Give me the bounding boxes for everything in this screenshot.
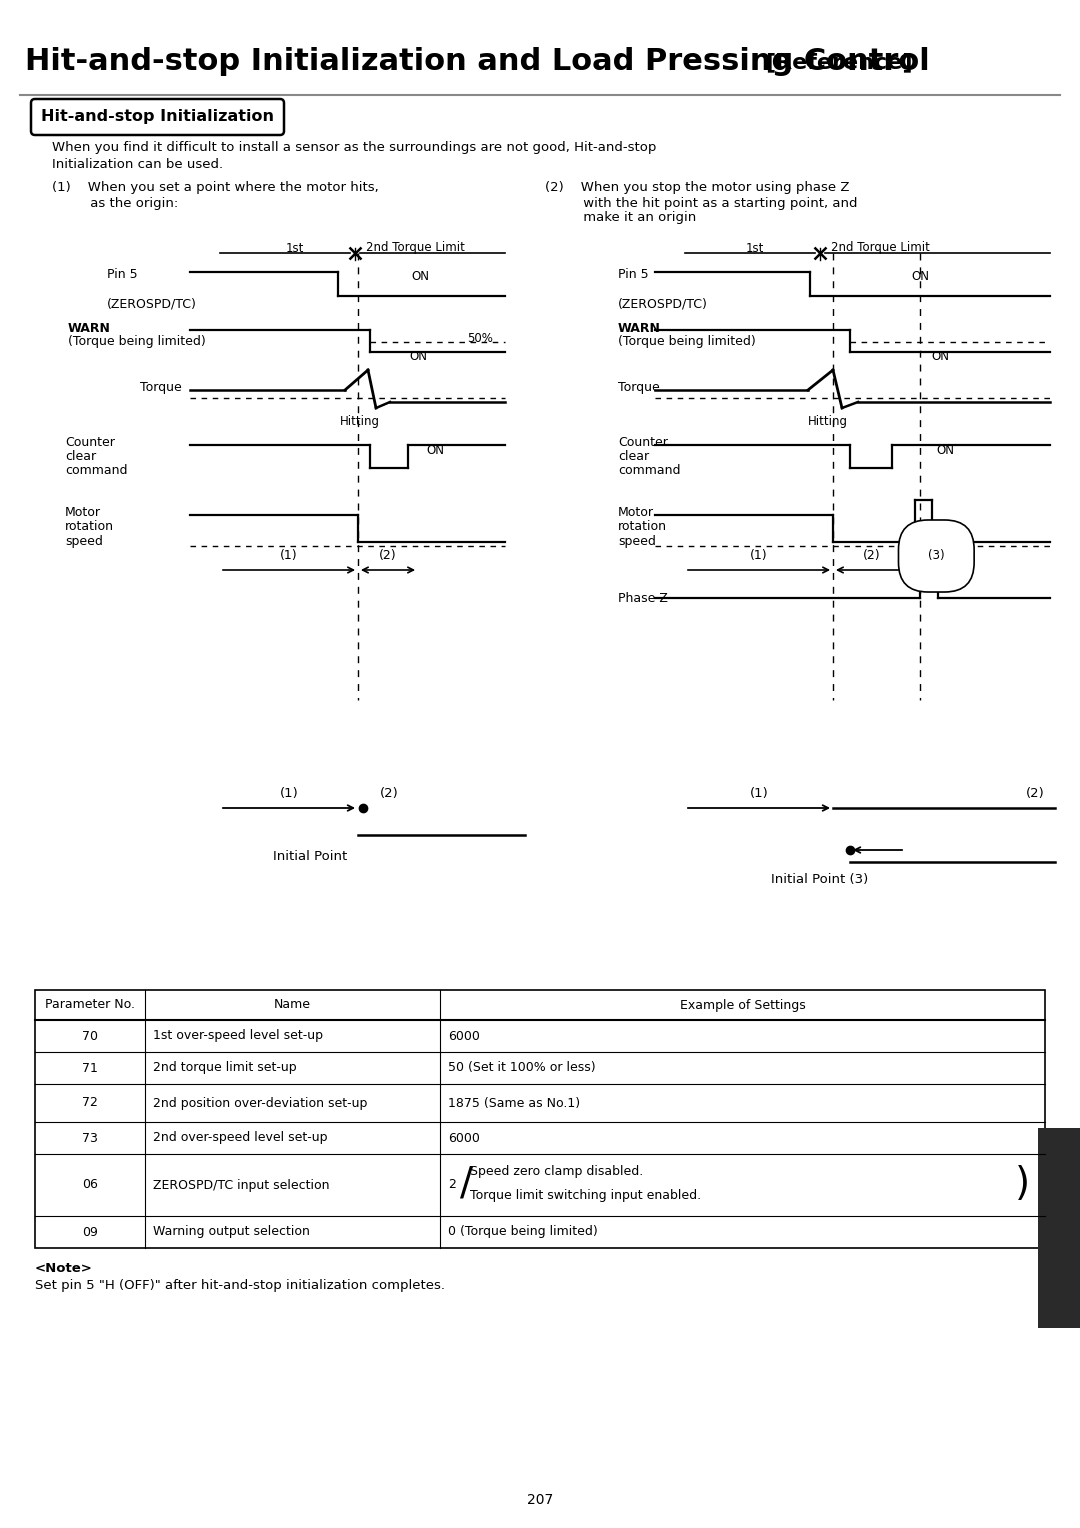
Text: (2): (2): [379, 550, 396, 562]
Text: /: /: [460, 1164, 473, 1203]
Text: Pin 5: Pin 5: [107, 269, 137, 281]
Text: 6000: 6000: [448, 1030, 480, 1042]
Text: 0 (Torque being limited): 0 (Torque being limited): [448, 1225, 597, 1239]
Text: <Note>: <Note>: [35, 1262, 93, 1274]
Text: Hit-and-stop Initialization: Hit-and-stop Initialization: [41, 110, 274, 124]
Text: Torque: Torque: [618, 382, 660, 394]
Text: (2): (2): [1026, 787, 1045, 801]
Text: (ZEROSPD/TC): (ZEROSPD/TC): [107, 298, 197, 310]
Text: 207: 207: [527, 1493, 553, 1507]
Text: 72: 72: [82, 1097, 98, 1109]
Text: with the hit point as a starting point, and: with the hit point as a starting point, …: [545, 197, 858, 209]
Text: Motor: Motor: [65, 506, 102, 520]
Bar: [1038, 1128, 1080, 1328]
Text: ON: ON: [912, 270, 929, 284]
Text: clear: clear: [618, 451, 649, 463]
Text: Hitting: Hitting: [340, 416, 380, 428]
Text: (2): (2): [863, 550, 880, 562]
Text: (1): (1): [751, 550, 768, 562]
Text: rotation: rotation: [618, 521, 667, 533]
Text: 2: 2: [448, 1178, 456, 1190]
Text: speed: speed: [618, 535, 656, 547]
Text: 73: 73: [82, 1132, 98, 1144]
Text: (1): (1): [280, 550, 298, 562]
Text: Counter: Counter: [65, 437, 114, 449]
Text: (1)    When you set a point where the motor hits,: (1) When you set a point where the motor…: [52, 180, 379, 194]
Text: command: command: [65, 465, 127, 477]
Text: 2nd over-speed level set-up: 2nd over-speed level set-up: [153, 1132, 327, 1144]
Text: 1st over-speed level set-up: 1st over-speed level set-up: [153, 1030, 323, 1042]
Text: Counter: Counter: [618, 437, 667, 449]
Text: (1): (1): [280, 787, 298, 801]
Text: Set pin 5 "H (OFF)" after hit-and-stop initialization completes.: Set pin 5 "H (OFF)" after hit-and-stop i…: [35, 1279, 445, 1293]
Text: 1st: 1st: [286, 241, 305, 255]
Text: 50 (Set it 100% or less): 50 (Set it 100% or less): [448, 1062, 596, 1074]
Text: 09: 09: [82, 1225, 98, 1239]
Text: Initial Point (3): Initial Point (3): [771, 874, 868, 886]
Text: Hitting: Hitting: [808, 416, 848, 428]
Text: (1): (1): [750, 787, 768, 801]
Text: command: command: [618, 465, 680, 477]
Text: Reference: Reference: [1054, 1397, 1064, 1459]
Text: (3): (3): [928, 550, 945, 562]
Text: ON: ON: [411, 270, 429, 284]
Text: 6000: 6000: [448, 1132, 480, 1144]
Text: Motor: Motor: [618, 506, 654, 520]
Text: speed: speed: [65, 535, 103, 547]
Text: ON: ON: [931, 350, 949, 364]
Text: WARN: WARN: [618, 321, 661, 335]
Text: clear: clear: [65, 451, 96, 463]
Text: Initial Point: Initial Point: [273, 851, 347, 863]
Text: (2)    When you stop the motor using phase Z: (2) When you stop the motor using phase …: [545, 180, 850, 194]
Text: Speed zero clamp disabled.: Speed zero clamp disabled.: [470, 1166, 644, 1178]
Text: [Reference]: [Reference]: [765, 52, 913, 72]
Text: When you find it difficult to install a sensor as the surroundings are not good,: When you find it difficult to install a …: [52, 142, 657, 154]
Text: Torque limit switching input enabled.: Torque limit switching input enabled.: [470, 1189, 701, 1203]
Text: 1875 (Same as No.1): 1875 (Same as No.1): [448, 1097, 580, 1109]
Text: Torque: Torque: [140, 382, 181, 394]
Text: Name: Name: [274, 998, 311, 1012]
Text: make it an origin: make it an origin: [545, 211, 697, 225]
Text: 50%: 50%: [467, 332, 492, 344]
Text: Warning output selection: Warning output selection: [153, 1225, 310, 1239]
Text: rotation: rotation: [65, 521, 114, 533]
Text: ON: ON: [936, 443, 954, 457]
Text: 06: 06: [82, 1178, 98, 1192]
Text: 1st: 1st: [746, 241, 765, 255]
Text: Hit-and-stop Initialization and Load Pressing Control: Hit-and-stop Initialization and Load Pre…: [25, 47, 930, 76]
Text: 2nd Torque Limit: 2nd Torque Limit: [365, 241, 464, 255]
Text: (2): (2): [380, 787, 399, 801]
Text: Pin 5: Pin 5: [618, 269, 649, 281]
Text: WARN: WARN: [68, 321, 111, 335]
Text: (ZEROSPD/TC): (ZEROSPD/TC): [618, 298, 707, 310]
Text: ON: ON: [426, 443, 444, 457]
Text: Parameter No.: Parameter No.: [45, 998, 135, 1012]
Text: Phase Z: Phase Z: [618, 591, 667, 605]
Text: 2nd torque limit set-up: 2nd torque limit set-up: [153, 1062, 297, 1074]
Text: Initialization can be used.: Initialization can be used.: [52, 159, 224, 171]
Text: Example of Settings: Example of Settings: [679, 998, 806, 1012]
Text: 2nd Torque Limit: 2nd Torque Limit: [831, 241, 930, 255]
Text: ): ): [1015, 1164, 1030, 1203]
Text: (Torque being limited): (Torque being limited): [68, 336, 206, 348]
Text: ON: ON: [409, 350, 427, 364]
Text: as the origin:: as the origin:: [52, 197, 178, 209]
Text: (Torque being limited): (Torque being limited): [618, 336, 756, 348]
Text: 71: 71: [82, 1062, 98, 1074]
Text: 2nd position over-deviation set-up: 2nd position over-deviation set-up: [153, 1097, 367, 1109]
FancyBboxPatch shape: [31, 99, 284, 134]
Bar: [35, 990, 1045, 1248]
Text: 70: 70: [82, 1030, 98, 1042]
Text: ZEROSPD/TC input selection: ZEROSPD/TC input selection: [153, 1178, 329, 1192]
